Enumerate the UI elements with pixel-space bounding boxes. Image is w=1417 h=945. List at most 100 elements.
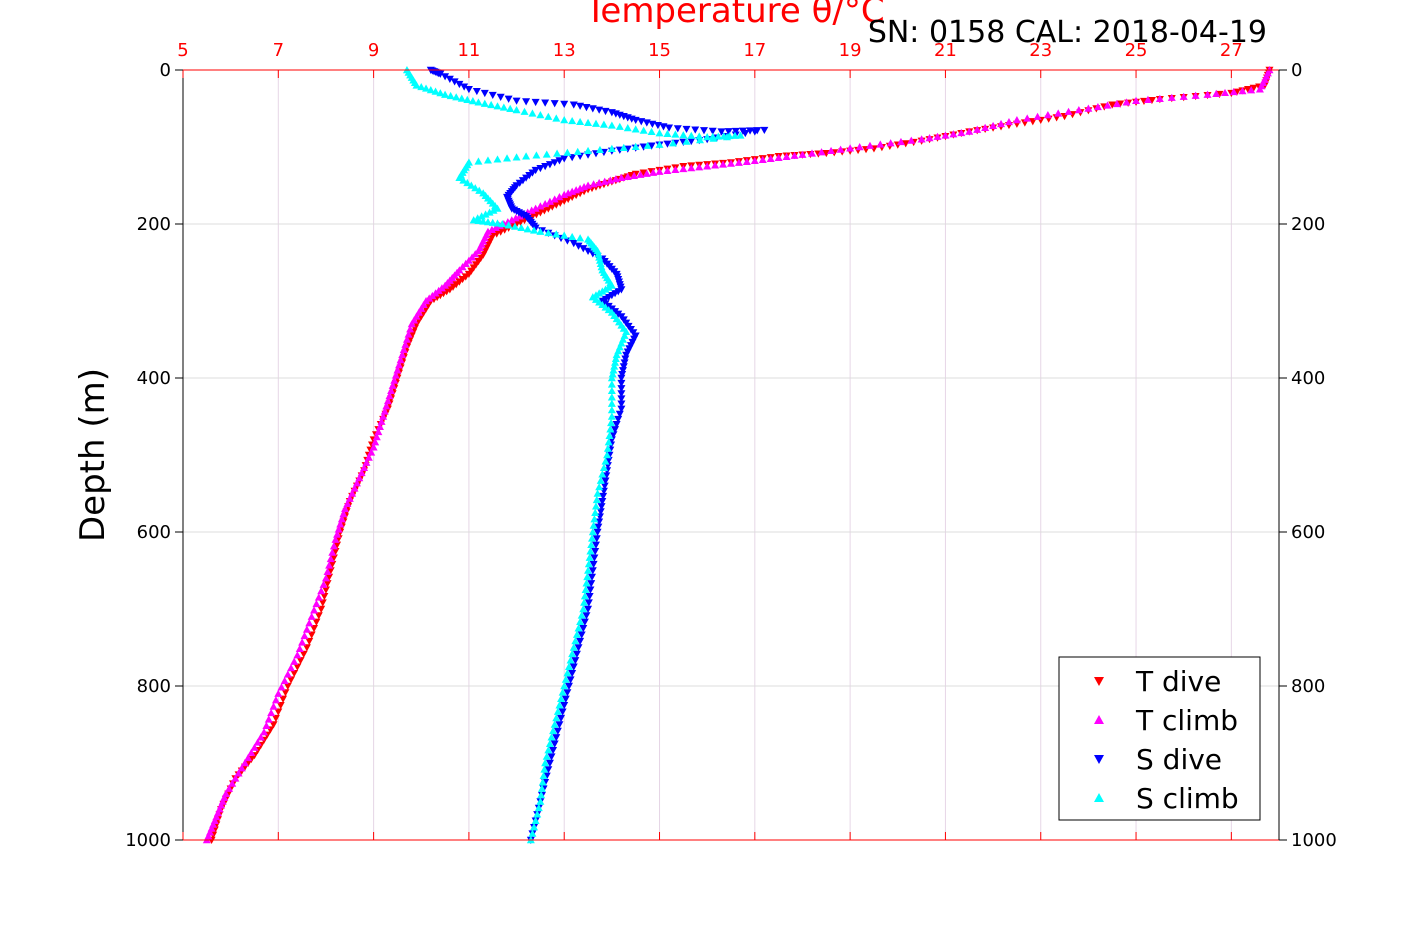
data-point [619, 363, 628, 371]
data-point [600, 177, 609, 185]
data-point [648, 120, 657, 128]
data-point [480, 99, 489, 107]
data-point [742, 157, 751, 165]
data-point [1179, 92, 1188, 100]
data-point [1132, 96, 1141, 104]
data-point [277, 683, 286, 691]
data-point [566, 676, 575, 684]
data-point [287, 676, 296, 684]
data-point [269, 702, 278, 710]
data-point [679, 131, 688, 139]
data-point [568, 116, 577, 125]
data-point [981, 123, 990, 131]
data-point [577, 631, 586, 639]
data-point [604, 438, 613, 446]
data-point [592, 535, 601, 543]
data-point [536, 164, 545, 173]
data-point [331, 548, 340, 556]
data-point [584, 599, 593, 607]
data-point [653, 121, 662, 130]
data-point [560, 682, 569, 690]
y-tick-label-left: 0 [160, 60, 171, 81]
data-point [317, 605, 326, 613]
y-tick-label-left: 600 [137, 522, 171, 543]
legend-label: T climb [1135, 704, 1238, 737]
data-point [312, 599, 321, 608]
data-point [467, 181, 476, 189]
data-point [520, 107, 529, 115]
data-point [711, 161, 720, 169]
data-point [489, 206, 498, 214]
data-point [460, 83, 469, 91]
data-point [290, 657, 299, 665]
data-point [496, 93, 505, 101]
data-point [552, 114, 561, 122]
data-point [594, 523, 603, 531]
data-point [655, 140, 664, 148]
data-point [377, 417, 386, 425]
data-point [1103, 101, 1112, 109]
data-point [395, 361, 404, 369]
data-point [663, 140, 672, 148]
data-point [592, 495, 601, 504]
data-point [545, 759, 554, 767]
data-point [846, 144, 855, 152]
data-point [1212, 89, 1221, 97]
data-point [542, 752, 551, 760]
x-tick-label: 21 [934, 40, 957, 61]
data-point [568, 232, 577, 241]
data-point [595, 178, 604, 187]
data-point [989, 121, 998, 130]
data-point [528, 829, 537, 837]
data-point [614, 288, 623, 296]
data-point [472, 87, 481, 96]
data-point [228, 779, 237, 787]
data-point [372, 433, 381, 441]
data-point [663, 129, 672, 137]
data-point [1229, 87, 1238, 96]
data-point [703, 132, 712, 141]
data-point [682, 137, 691, 145]
data-point [552, 714, 561, 722]
data-point [687, 137, 696, 146]
data-point [463, 95, 472, 103]
data-point [708, 127, 717, 135]
data-point [293, 651, 302, 659]
data-point [463, 178, 472, 187]
data-point [388, 381, 397, 389]
data-point [600, 482, 609, 490]
data-point [774, 153, 783, 161]
data-point [574, 644, 583, 652]
data-point [267, 708, 276, 717]
data-point [580, 618, 589, 626]
data-point [256, 733, 265, 741]
data-point [587, 540, 596, 549]
data-point [595, 145, 604, 154]
data-point [231, 774, 240, 782]
data-point [522, 152, 531, 160]
data-point [290, 669, 299, 678]
data-point [703, 162, 712, 170]
y-tick-label-right: 200 [1291, 214, 1325, 235]
data-point [1112, 99, 1121, 108]
data-point [323, 580, 332, 588]
data-point [355, 474, 364, 482]
data-point [608, 370, 617, 378]
data-point [264, 715, 273, 723]
data-point [360, 463, 369, 472]
data-point [564, 662, 573, 670]
data-point [307, 612, 316, 620]
data-point [283, 682, 292, 690]
data-point [568, 154, 577, 162]
data-point [271, 696, 280, 704]
data-point [407, 320, 416, 328]
data-point [253, 738, 262, 746]
data-point [695, 132, 704, 140]
data-point [560, 190, 569, 198]
data-point [576, 117, 585, 126]
data-point [474, 98, 483, 106]
data-point [550, 740, 559, 748]
data-point [907, 136, 916, 144]
data-point [357, 468, 366, 477]
data-point [682, 125, 691, 134]
